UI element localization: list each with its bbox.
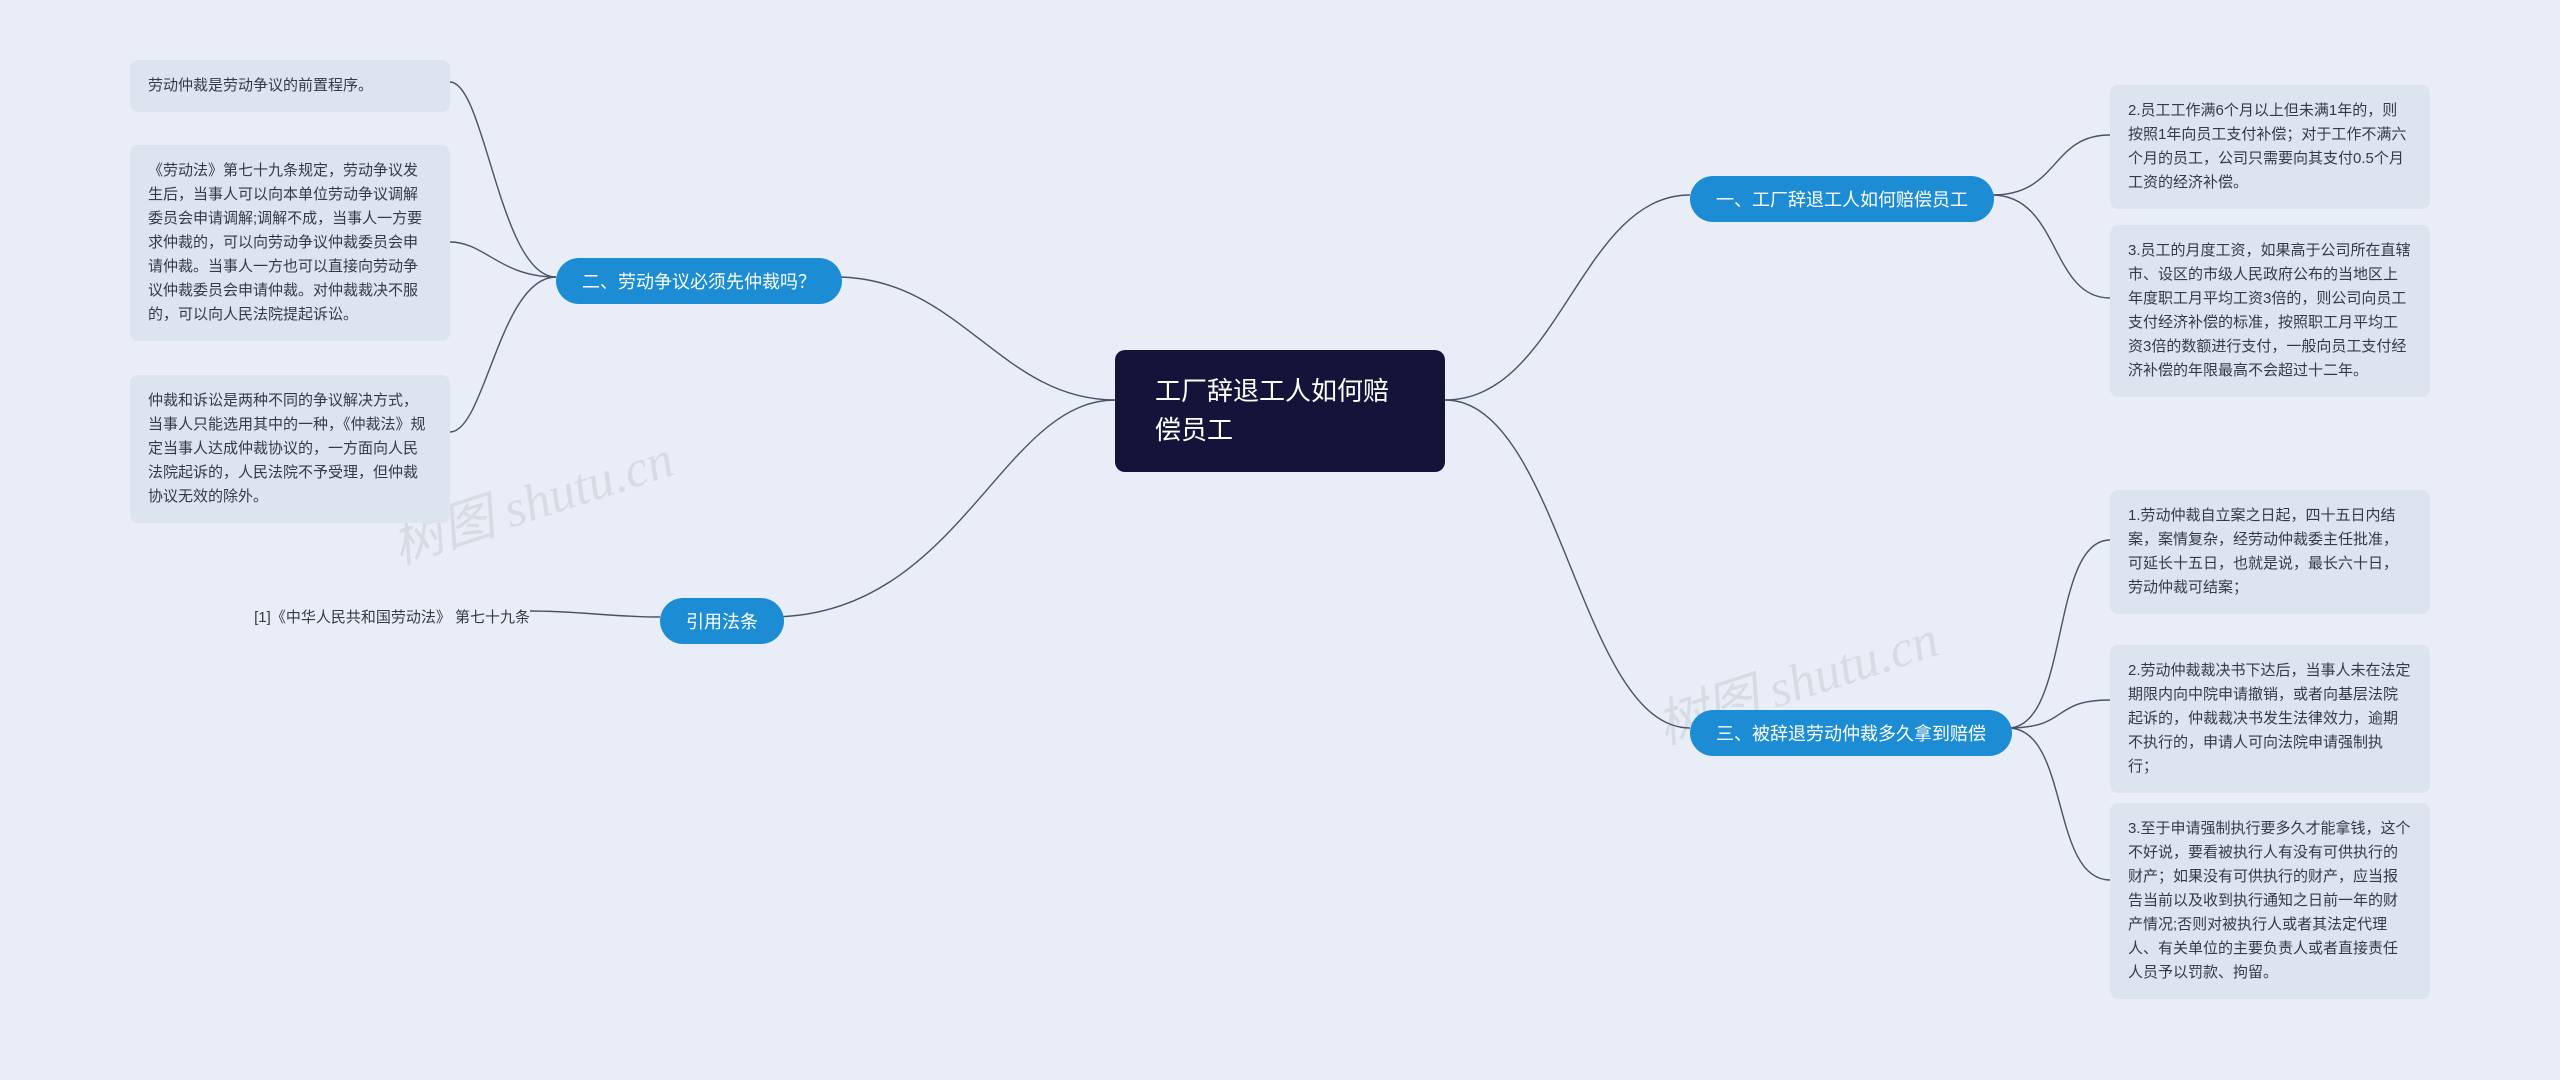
topic-arbitration-must[interactable]: 二、劳动争议必须先仲裁吗？ xyxy=(556,258,842,304)
leaf-t4-citation: [1]《中华人民共和国劳动法》 第七十九条 xyxy=(195,598,530,635)
leaf-t3-item3: 3.至于申请强制执行要多久才能拿钱，这个不好说，要看被执行人有没有可供执行的财产… xyxy=(2110,803,2430,999)
leaf-t2-item1: 劳动仲裁是劳动争议的前置程序。 xyxy=(130,60,450,112)
topic-compensation-how[interactable]: 一、工厂辞退工人如何赔偿员工 xyxy=(1690,176,1994,222)
leaf-t1-item2: 2.员工工作满6个月以上但未满1年的，则按照1年向员工支付补偿；对于工作不满六个… xyxy=(2110,85,2430,209)
leaf-t2-item3: 仲裁和诉讼是两种不同的争议解决方式，当事人只能选用其中的一种，《仲裁法》规定当事… xyxy=(130,375,450,523)
topic-cited-law[interactable]: 引用法条 xyxy=(660,598,784,644)
leaf-t3-item2: 2.劳动仲裁裁决书下达后，当事人未在法定期限内向中院申请撤销，或者向基层法院起诉… xyxy=(2110,645,2430,793)
leaf-t1-item3: 3.员工的月度工资，如果高于公司所在直辖市、设区的市级人民政府公布的当地区上年度… xyxy=(2110,225,2430,397)
leaf-t2-item2: 《劳动法》第七十九条规定，劳动争议发生后，当事人可以向本单位劳动争议调解委员会申… xyxy=(130,145,450,341)
central-node[interactable]: 工厂辞退工人如何赔偿员工 xyxy=(1115,350,1445,472)
topic-compensation-time[interactable]: 三、被辞退劳动仲裁多久拿到赔偿 xyxy=(1690,710,2012,756)
leaf-t3-item1: 1.劳动仲裁自立案之日起，四十五日内结案，案情复杂，经劳动仲裁委主任批准，可延长… xyxy=(2110,490,2430,614)
